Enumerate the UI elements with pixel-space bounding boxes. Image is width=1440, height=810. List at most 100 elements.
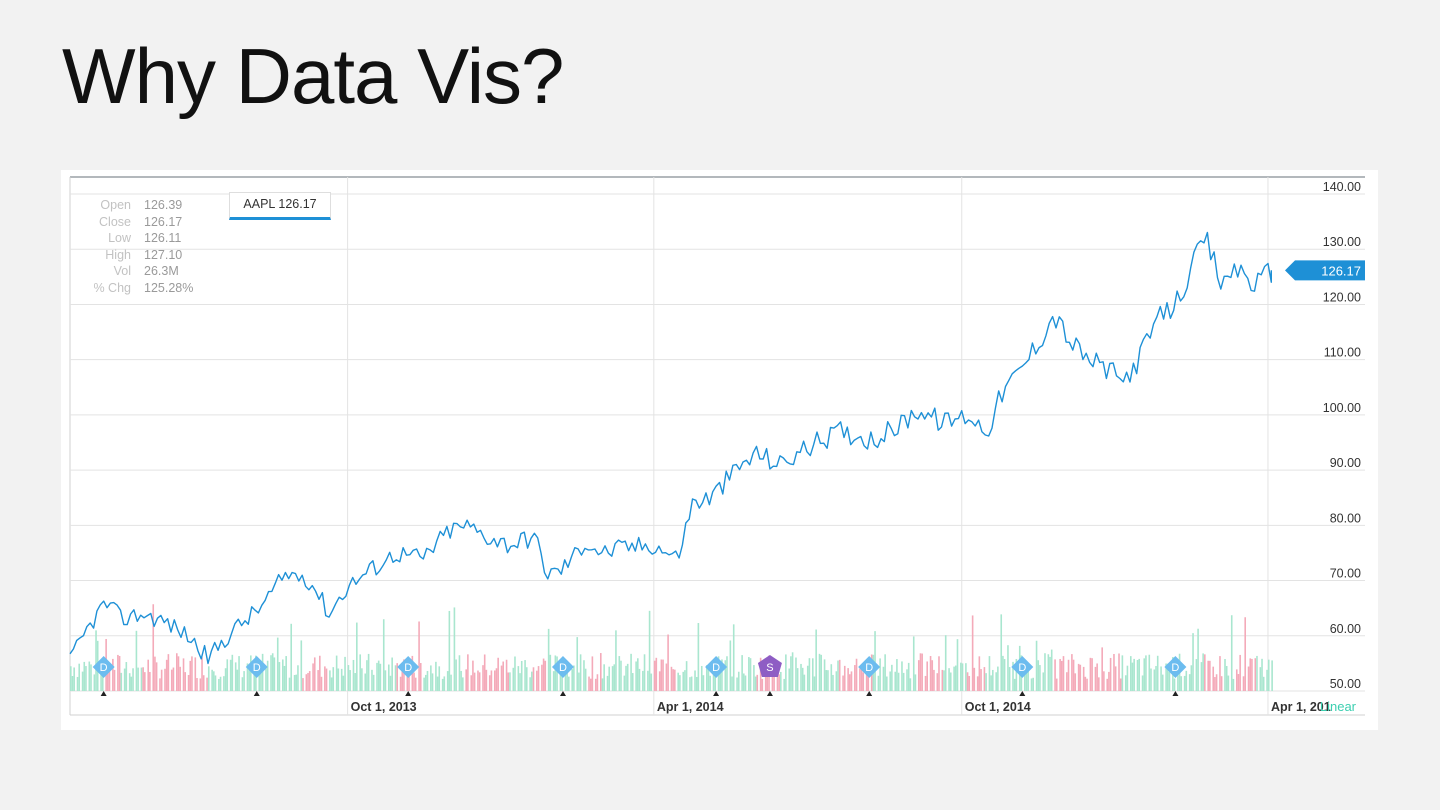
volume-bar (391, 657, 393, 691)
volume-bar (907, 662, 910, 691)
dividend-event-marker[interactable]: D (1164, 656, 1187, 678)
stat-label: Low (108, 231, 131, 245)
volume-bar (931, 660, 934, 691)
volume-bar (790, 656, 792, 691)
volume-bar (662, 659, 664, 691)
y-tick-label: 70.00 (1330, 567, 1361, 581)
stat-label: % Chg (93, 280, 131, 295)
volume-bar (367, 653, 370, 691)
volume-bar (571, 669, 573, 691)
dividend-event-marker[interactable]: D (397, 656, 420, 678)
volume-bar (820, 654, 823, 691)
volume-bar (753, 665, 755, 691)
volume-bar (241, 677, 244, 691)
dividend-event-marker[interactable]: D (705, 656, 728, 678)
volume-bar (759, 657, 762, 691)
event-tick-icon (100, 691, 107, 696)
price-chart[interactable]: 50.00 60.00 70.00 80.00 90.00 100.00 110.00 120… (61, 170, 1378, 730)
volume-bar (425, 674, 427, 691)
volume-bar (783, 678, 785, 691)
volume-bar (813, 676, 816, 691)
volume-bar (500, 665, 503, 691)
dividend-event-marker[interactable]: D (551, 656, 574, 678)
volume-bar (847, 668, 849, 691)
volume-bar (295, 674, 298, 691)
y-tick-label: 90.00 (1330, 456, 1361, 470)
scale-toggle[interactable]: Linear (1320, 699, 1357, 714)
volume-bar (561, 674, 563, 691)
dividend-event-marker[interactable]: D (858, 656, 881, 678)
volume-bar (1037, 660, 1040, 691)
volume-bar (488, 675, 491, 691)
volume-bar (1133, 658, 1135, 691)
volume-bar (896, 659, 898, 691)
volume-bar (815, 629, 817, 691)
x-tick-label: Apr 1, 2014 (657, 700, 724, 714)
volume-bar (1114, 666, 1117, 691)
volume-bar (482, 665, 484, 691)
volume-bar (1023, 673, 1026, 691)
volume-bar (1061, 660, 1063, 691)
volume-bar (194, 657, 197, 691)
dividend-event-marker[interactable]: D (92, 656, 115, 678)
volume-bar (88, 661, 91, 691)
volume-bar (889, 671, 891, 691)
volume-bar (236, 669, 239, 691)
volume-bar (909, 678, 912, 691)
volume-bar (672, 669, 674, 691)
volume-bar (1259, 667, 1262, 691)
last-price-tag-bg (1285, 260, 1365, 281)
volume-bar (170, 669, 173, 691)
volume-bar (234, 662, 237, 691)
volume-bar (435, 661, 437, 691)
volume-bar (729, 640, 732, 691)
volume-bar (761, 678, 764, 691)
ticker-label[interactable]: AAPL 126.17 (229, 192, 331, 220)
volume-bar (1153, 669, 1156, 691)
volume-bar (403, 659, 405, 691)
volume-bar (897, 672, 900, 691)
volume-bar (196, 678, 198, 691)
volume-bar (917, 660, 920, 691)
volume-bar (843, 665, 846, 691)
volume-bar (1003, 659, 1006, 691)
volume-bar (293, 674, 296, 691)
volume-bar (1050, 649, 1053, 691)
volume-bar (1271, 660, 1273, 691)
volume-bar (1129, 656, 1132, 691)
volume-bar (559, 669, 562, 691)
volume-bar (207, 666, 210, 691)
dividend-event-marker[interactable]: D (245, 656, 268, 678)
volume-bar (914, 674, 917, 691)
volume-bar (631, 673, 634, 691)
volume-bar (1086, 678, 1088, 691)
volume-bar (705, 665, 708, 691)
volume-bar (626, 663, 629, 691)
volume-bar (532, 667, 535, 691)
volume-bar (966, 672, 969, 691)
volume-bar (1126, 665, 1129, 691)
volume-bar (1066, 672, 1068, 691)
last-price-tag[interactable]: 126.17 (1285, 260, 1365, 281)
volume-bar (135, 630, 138, 691)
volume-bar (549, 654, 552, 691)
volume-bar (344, 656, 346, 691)
volume-bar (971, 615, 974, 691)
volume-bar (941, 669, 944, 691)
volume-bar (997, 666, 999, 691)
volume-bar (340, 668, 343, 691)
volume-bar (576, 637, 579, 691)
volume-bar (642, 670, 644, 691)
volume-bar (108, 670, 111, 691)
volume-bar (175, 653, 178, 691)
volume-bar (542, 658, 545, 691)
volume-bar (313, 657, 316, 691)
volume-bar (364, 673, 367, 691)
x-tick-label: Apr 1, 201 (1271, 700, 1331, 714)
event-tick-icon (713, 691, 720, 696)
dividend-event-marker[interactable]: D (1011, 656, 1034, 678)
volume-bar (1119, 678, 1122, 691)
split-event-marker[interactable]: S (757, 655, 782, 677)
stat-value: 126.39 (144, 198, 183, 212)
volume-bar (1150, 668, 1152, 691)
